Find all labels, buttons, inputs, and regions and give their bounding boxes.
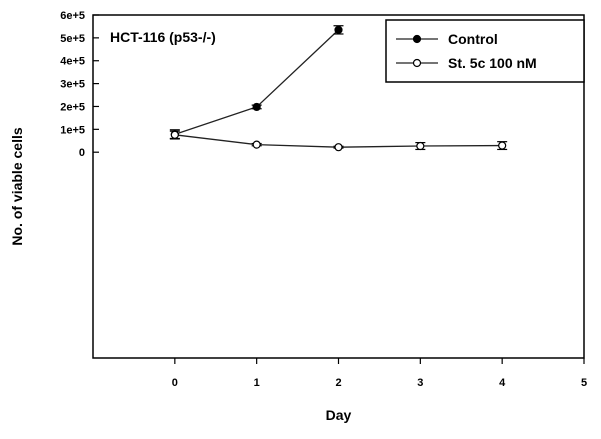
legend-label: St. 5c 100 nM [448, 55, 537, 71]
y-tick-label: 2e+5 [60, 101, 85, 113]
x-axis-title: Day [326, 407, 352, 423]
x-tick-label: 3 [417, 377, 423, 389]
y-tick-label: 0 [79, 147, 85, 159]
data-point [252, 140, 261, 149]
y-tick-label: 5e+5 [60, 33, 85, 45]
data-point [334, 25, 343, 34]
legend-marker [412, 58, 422, 68]
x-tick-label: 5 [581, 377, 587, 389]
y-tick-label: 6e+5 [60, 10, 85, 22]
x-tick-label: 1 [254, 377, 260, 389]
data-point [416, 141, 425, 151]
legend-box [385, 19, 585, 83]
x-tick-label: 0 [172, 377, 178, 389]
data-point [334, 143, 343, 152]
series-layer [169, 25, 508, 152]
data-point [170, 130, 179, 139]
chart-annotation: HCT-116 (p53-/-) [110, 29, 216, 45]
y-axis-title: No. of viable cells [9, 127, 25, 245]
y-tick-label: 4e+5 [60, 56, 85, 68]
x-tick-label: 4 [499, 377, 506, 389]
y-tick-label: 1e+5 [60, 124, 85, 136]
legend-label: Control [448, 31, 498, 47]
series-line [174, 29, 339, 135]
x-tick-label: 2 [335, 377, 341, 389]
series-2 [169, 130, 508, 152]
data-point [498, 141, 507, 150]
legend: Control St. 5c 100 nM [385, 19, 585, 83]
ticks-layer: 0 1e+5 2e+5 3e+5 4e+5 5e+5 6e+5 0 1 2 3 4 5 [60, 10, 587, 389]
data-point [252, 102, 261, 112]
y-tick-label: 3e+5 [60, 79, 85, 91]
legend-marker [412, 34, 422, 44]
